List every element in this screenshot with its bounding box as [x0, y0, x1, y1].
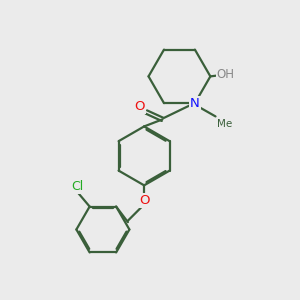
Text: O: O — [135, 100, 145, 113]
Text: N: N — [190, 97, 200, 110]
Text: Me: Me — [217, 119, 232, 129]
Text: Cl: Cl — [71, 180, 83, 193]
Text: O: O — [139, 194, 149, 207]
Text: OH: OH — [217, 68, 235, 80]
